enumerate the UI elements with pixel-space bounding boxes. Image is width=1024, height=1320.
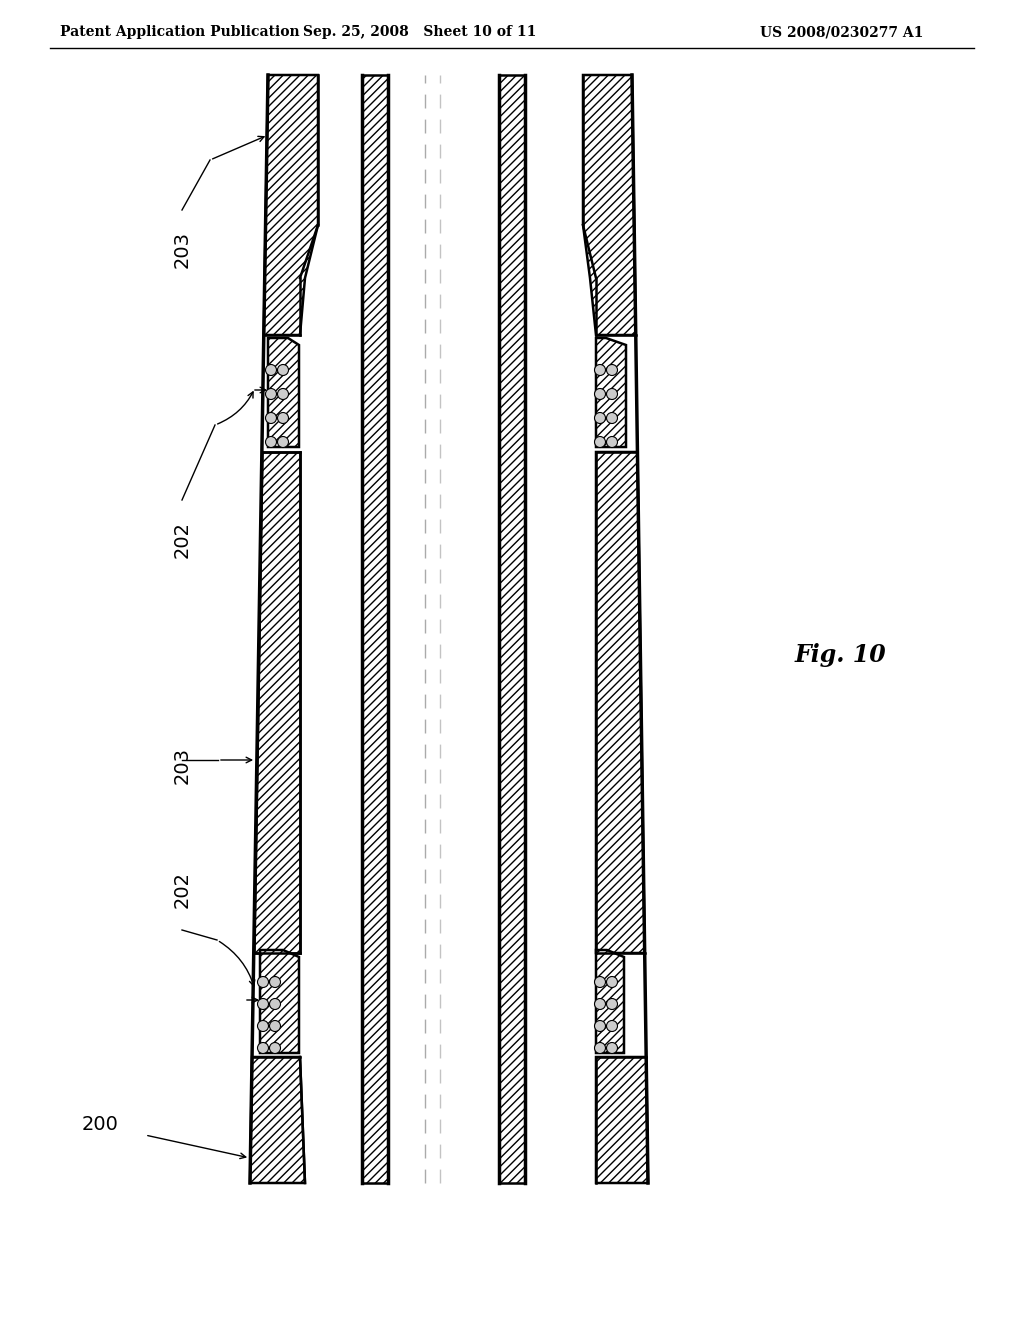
Circle shape <box>606 1020 617 1031</box>
Text: 202: 202 <box>172 871 191 908</box>
Circle shape <box>606 412 617 424</box>
Polygon shape <box>268 338 299 447</box>
Text: 203: 203 <box>172 747 191 784</box>
Circle shape <box>269 998 281 1010</box>
Circle shape <box>606 388 617 400</box>
Text: Fig. 10: Fig. 10 <box>795 643 887 667</box>
Polygon shape <box>264 75 318 335</box>
Circle shape <box>269 1043 281 1053</box>
Circle shape <box>265 388 276 400</box>
Circle shape <box>606 998 617 1010</box>
Circle shape <box>257 1020 268 1031</box>
Circle shape <box>595 364 605 375</box>
Text: 203: 203 <box>172 231 191 268</box>
Circle shape <box>257 1043 268 1053</box>
Circle shape <box>606 437 617 447</box>
Circle shape <box>278 437 289 447</box>
Text: US 2008/0230277 A1: US 2008/0230277 A1 <box>760 25 924 40</box>
Circle shape <box>269 1020 281 1031</box>
Circle shape <box>278 412 289 424</box>
Text: 202: 202 <box>172 521 191 558</box>
Polygon shape <box>596 338 626 447</box>
Circle shape <box>265 437 276 447</box>
Polygon shape <box>250 1057 305 1183</box>
Polygon shape <box>596 451 645 953</box>
Circle shape <box>595 1043 605 1053</box>
Circle shape <box>595 437 605 447</box>
Circle shape <box>606 1043 617 1053</box>
Circle shape <box>595 977 605 987</box>
Circle shape <box>278 364 289 375</box>
Polygon shape <box>583 75 636 335</box>
Circle shape <box>595 388 605 400</box>
Text: Patent Application Publication: Patent Application Publication <box>60 25 300 40</box>
Polygon shape <box>499 75 525 1183</box>
Circle shape <box>595 1020 605 1031</box>
Polygon shape <box>596 1057 648 1183</box>
Polygon shape <box>596 950 624 1053</box>
Polygon shape <box>254 451 300 953</box>
Text: Sep. 25, 2008   Sheet 10 of 11: Sep. 25, 2008 Sheet 10 of 11 <box>303 25 537 40</box>
Polygon shape <box>260 950 299 1053</box>
Circle shape <box>269 977 281 987</box>
Circle shape <box>257 998 268 1010</box>
Polygon shape <box>362 75 388 1183</box>
Circle shape <box>265 412 276 424</box>
Circle shape <box>606 364 617 375</box>
Circle shape <box>595 998 605 1010</box>
Circle shape <box>278 388 289 400</box>
Circle shape <box>595 412 605 424</box>
Circle shape <box>257 977 268 987</box>
Circle shape <box>606 977 617 987</box>
Text: 200: 200 <box>82 1115 119 1134</box>
Circle shape <box>265 364 276 375</box>
